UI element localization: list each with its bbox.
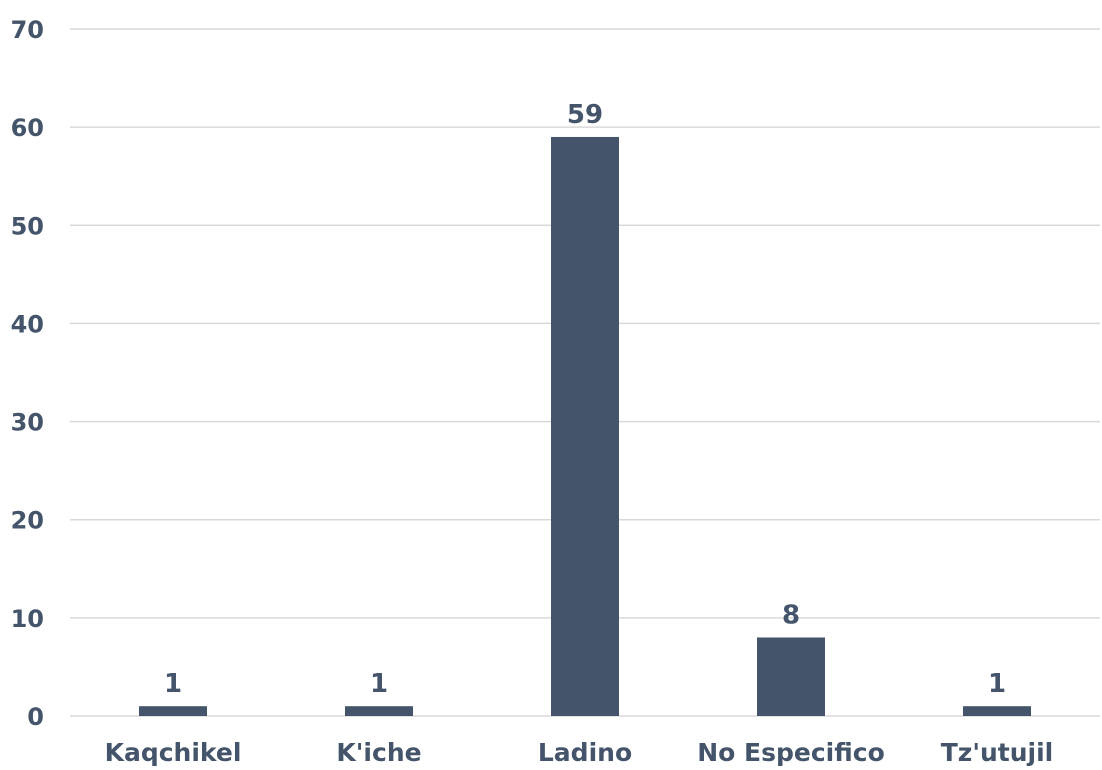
bar — [345, 706, 413, 716]
x-axis-categories: Kaqchikel K'iche Ladino No Especifico Tz'utu… — [105, 738, 1054, 767]
y-tick-label: 70 — [11, 16, 44, 44]
y-tick-label: 50 — [11, 212, 44, 240]
y-tick-label: 0 — [27, 703, 44, 731]
data-label: 59 — [567, 100, 603, 130]
y-axis-ticks: 0 10 20 30 40 50 60 70 — [11, 16, 44, 731]
bar — [963, 706, 1031, 716]
x-category-label: Tz'utujil — [941, 738, 1054, 767]
x-category-label: K'iche — [336, 738, 421, 767]
data-label: 1 — [988, 669, 1006, 699]
bars — [139, 136, 1031, 716]
bar — [139, 706, 207, 716]
y-tick-label: 30 — [11, 409, 44, 437]
data-label: 1 — [370, 669, 388, 699]
y-tick-label: 60 — [11, 114, 44, 142]
y-tick-label: 40 — [11, 310, 44, 338]
data-label: 8 — [782, 600, 800, 630]
x-category-label: Ladino — [538, 738, 632, 767]
data-labels: 1 1 59 8 1 — [164, 100, 1006, 699]
y-tick-label: 20 — [11, 507, 44, 535]
bar — [757, 637, 825, 716]
data-label: 1 — [164, 669, 182, 699]
y-tick-label: 10 — [11, 605, 44, 633]
x-category-label: No Especifico — [697, 738, 885, 767]
bar — [551, 136, 619, 716]
x-category-label: Kaqchikel — [105, 738, 242, 767]
